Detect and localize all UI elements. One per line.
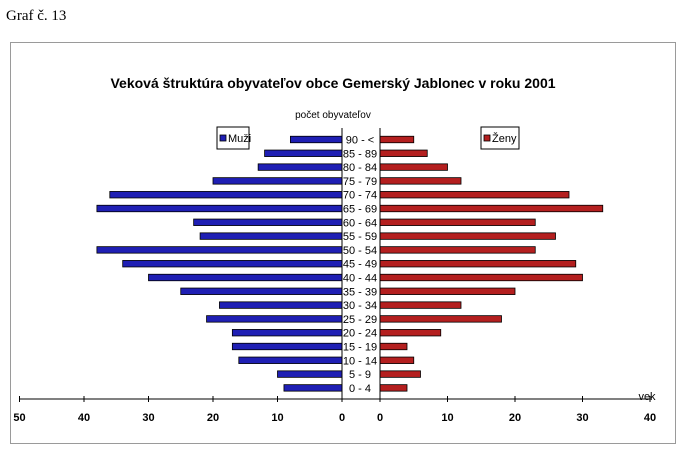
female-bar <box>379 149 428 157</box>
left-axis-tick-label: 30 <box>142 412 154 424</box>
female-bar <box>379 232 556 240</box>
female-bar <box>379 177 462 185</box>
right-axis-tick-label: 20 <box>509 412 521 424</box>
age-group-label: 65 - 69 <box>343 204 377 216</box>
female-bar <box>379 342 408 351</box>
legend-male-swatch <box>219 134 227 142</box>
right-axis-tick-label: 40 <box>644 412 656 424</box>
age-group-label: 35 - 39 <box>343 286 377 298</box>
female-bar <box>379 191 570 199</box>
right-axis-tick-label: 30 <box>576 412 588 424</box>
chart-subtitle: počet obyvateľov <box>295 110 371 121</box>
age-group-label: 90 - < <box>346 135 374 147</box>
male-bar <box>257 163 343 171</box>
male-bar <box>199 232 343 240</box>
female-bar <box>379 315 502 323</box>
population-pyramid-chart: Veková štruktúra obyvateľov obce Gemersk… <box>13 75 656 424</box>
right-axis-tick-label: 10 <box>441 412 453 424</box>
female-bar <box>379 287 516 295</box>
legend-female-label: Ženy <box>492 132 517 145</box>
female-bar <box>379 218 536 226</box>
female-bar <box>379 273 583 282</box>
male-bar <box>212 177 343 185</box>
age-group-label: 45 - 49 <box>343 259 377 271</box>
male-bar <box>219 301 343 309</box>
male-bar <box>264 149 343 157</box>
male-bar <box>122 260 343 268</box>
age-group-label: 25 - 29 <box>343 314 377 326</box>
female-bar <box>379 370 421 378</box>
female-bar <box>379 204 604 213</box>
female-bar <box>379 301 462 309</box>
left-axis-tick-label: 50 <box>13 412 25 424</box>
female-bar <box>379 260 577 268</box>
male-bar <box>148 273 343 282</box>
left-axis-tick-label: 40 <box>78 412 90 424</box>
male-bar <box>109 191 343 199</box>
male-bar <box>96 204 343 213</box>
female-bar <box>379 384 408 392</box>
female-bar <box>379 246 536 254</box>
age-group-label: 70 - 74 <box>343 190 377 202</box>
male-bar <box>193 218 343 226</box>
chart-title: Veková štruktúra obyvateľov obce Gemersk… <box>110 75 555 91</box>
female-bar <box>379 135 415 144</box>
age-group-label: 50 - 54 <box>343 245 377 257</box>
female-bar <box>379 329 442 337</box>
left-axis-tick-label: 0 <box>339 412 345 424</box>
age-group-label: 75 - 79 <box>343 176 377 188</box>
age-group-label: 80 - 84 <box>343 162 377 174</box>
age-group-label: 85 - 89 <box>343 148 377 160</box>
age-group-label: 10 - 14 <box>343 355 377 367</box>
age-group-label: 30 - 34 <box>343 300 377 312</box>
male-bar <box>283 384 343 392</box>
x-axis-label: vek <box>638 391 656 403</box>
left-axis-tick-label: 10 <box>271 412 283 424</box>
male-bar <box>180 287 343 295</box>
legend-male-label: Muži <box>228 133 251 145</box>
male-bar <box>231 342 343 351</box>
legend-male-box <box>216 126 250 150</box>
age-group-label: 5 - 9 <box>349 369 371 381</box>
age-group-label: 55 - 59 <box>343 231 377 243</box>
legend-female-box <box>480 126 520 150</box>
figure-caption: Graf č. 13 <box>6 8 67 24</box>
left-axis-tick-label: 20 <box>207 412 219 424</box>
chart-frame: Veková štruktúra obyvateľov obce Gemersk… <box>10 42 676 444</box>
male-bar <box>289 135 343 144</box>
male-bar <box>238 356 343 364</box>
male-bar <box>96 246 343 254</box>
right-axis-tick-label: 0 <box>377 412 383 424</box>
age-group-label: 40 - 44 <box>343 273 377 285</box>
female-bar <box>379 163 448 171</box>
female-bar <box>379 356 415 364</box>
age-group-label: 0 - 4 <box>349 383 371 395</box>
age-group-label: 20 - 24 <box>343 328 377 340</box>
male-bar <box>277 370 343 378</box>
age-group-label: 60 - 64 <box>343 217 377 229</box>
male-bar <box>206 315 343 323</box>
legend-female-swatch <box>483 134 491 142</box>
age-group-label: 15 - 19 <box>343 342 377 354</box>
male-bar <box>231 329 343 337</box>
